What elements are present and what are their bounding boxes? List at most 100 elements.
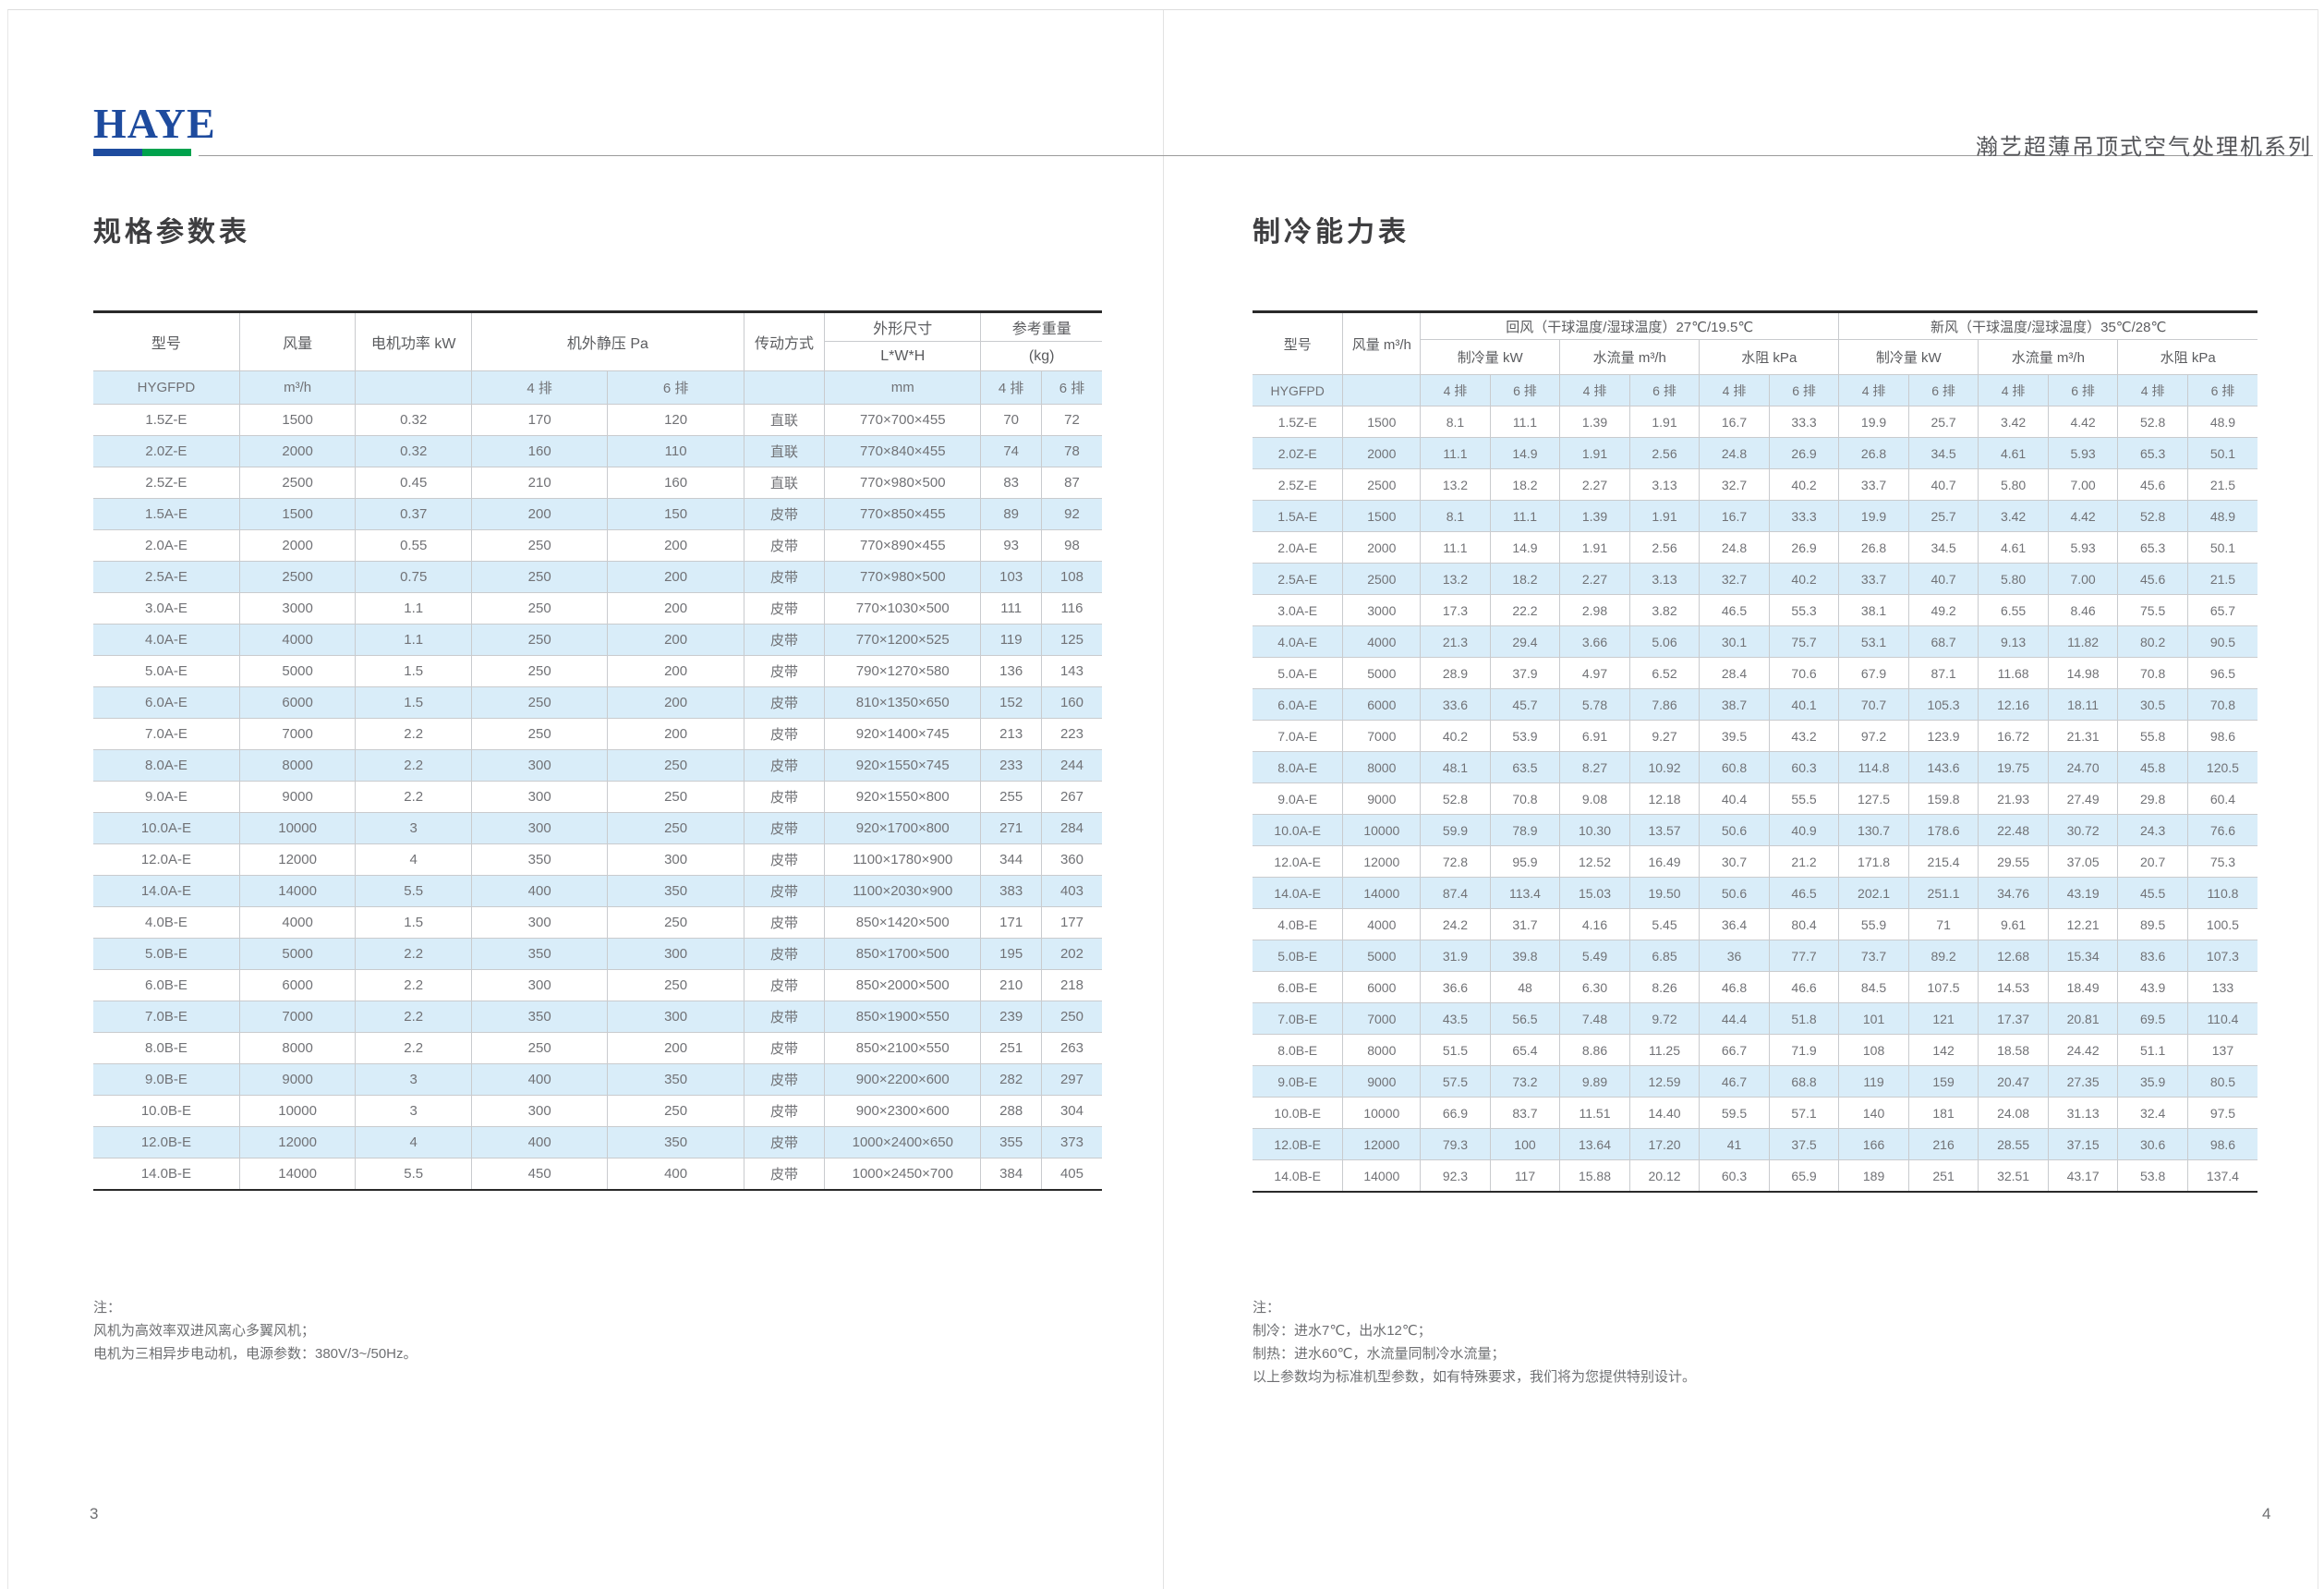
table-cell: 4.42	[2048, 500, 2119, 532]
table-cell: 3.82	[1629, 594, 1701, 626]
table-cell: 27.49	[2048, 782, 2119, 815]
table-cell: 250	[471, 1032, 609, 1064]
table-cell: 43.2	[1769, 720, 1840, 752]
table-cell: 111	[980, 592, 1042, 625]
table-cell: 5.0A-E	[1253, 657, 1344, 689]
table-cell: 皮带	[744, 592, 826, 625]
table-cell: 13.2	[1420, 563, 1491, 595]
table-cell: 45.8	[2117, 751, 2188, 783]
table-row: 2.0Z-E 2000 0.32 160 110 直联 770×840×455 74 78	[93, 435, 1102, 467]
table-cell: 8.46	[2048, 594, 2119, 626]
table-cell: 11.1	[1420, 437, 1491, 469]
table-cell: 1500	[1342, 500, 1422, 532]
table-cell: 2500	[239, 467, 357, 499]
unit-6rows: 6 排	[1490, 374, 1561, 406]
table-cell: 9.61	[1978, 908, 2049, 940]
table-cell: 0.75	[355, 561, 472, 593]
table-cell: 360	[1041, 843, 1102, 876]
table-cell: 32.7	[1699, 468, 1770, 501]
table-cell: 16.72	[1978, 720, 2049, 752]
table-cell: 19.9	[1838, 406, 1909, 438]
table-cell: 5000	[239, 938, 357, 970]
table-cell: 24.3	[2117, 814, 2188, 846]
table-cell: 178.6	[1908, 814, 1979, 846]
table-cell: 250	[607, 812, 744, 844]
table-cell: 202	[1041, 938, 1102, 970]
table-cell: 3000	[239, 592, 357, 625]
table-cell: 10.0A-E	[1253, 814, 1344, 846]
table-cell: 0.55	[355, 529, 472, 562]
table-cell: 5.78	[1559, 688, 1630, 721]
table-cell: 39.5	[1699, 720, 1770, 752]
table-cell: 40.9	[1769, 814, 1840, 846]
table-cell: 11.1	[1420, 531, 1491, 564]
table-cell: 51.8	[1769, 1002, 1840, 1035]
unit-6rows: 6 排	[1769, 374, 1840, 406]
unit-airflow: m³/h	[239, 370, 357, 405]
table-cell: 300	[471, 1095, 609, 1127]
table-cell: 40.4	[1699, 782, 1770, 815]
table-row: 9.0B-E 9000 57.5 73.2 9.89 12.59 46.7 68.8 119 15…	[1253, 1065, 2257, 1098]
table-cell: 皮带	[744, 686, 826, 719]
table-cell: 74	[980, 435, 1042, 467]
table-cell: 33.7	[1838, 563, 1909, 595]
table-cell: 51.1	[2117, 1034, 2188, 1066]
unit-4rows: 4 排	[471, 370, 609, 405]
table-cell: 3.0A-E	[1253, 594, 1344, 626]
table-cell: 152	[980, 686, 1042, 719]
table-cell: 97.5	[2187, 1097, 2257, 1129]
table-cell: 4.61	[1978, 531, 2049, 564]
spec-notes: 注： 风机为高效率双进风离心多翼风机； 电机为三相异步电动机，电源参数：380V/3…	[93, 1296, 418, 1365]
table-cell: 7000	[239, 718, 357, 750]
table-cell: 36.4	[1699, 908, 1770, 940]
table-cell: 250	[471, 655, 609, 687]
table-cell: 2.5A-E	[1253, 563, 1344, 595]
table-cell: 68.7	[1908, 625, 1979, 658]
table-row: 4.0A-E 4000 1.1 250 200 皮带 770×1200×525 119 125	[93, 624, 1102, 656]
table-cell: 9000	[239, 781, 357, 813]
table-cell: 9.0A-E	[1253, 782, 1344, 815]
table-cell: 18.49	[2048, 971, 2119, 1003]
table-row: 1.5Z-E 1500 0.32 170 120 直联 770×700×455 70 72	[93, 404, 1102, 436]
table-cell: 6.0B-E	[93, 969, 240, 1001]
table-cell: 19.50	[1629, 877, 1701, 909]
table-cell: 皮带	[744, 1001, 826, 1033]
table-cell: 14.0B-E	[1253, 1159, 1344, 1192]
table-cell: 45.5	[2117, 877, 2188, 909]
table-cell: 16.7	[1699, 406, 1770, 438]
table-cell: 12000	[1342, 845, 1422, 878]
table-cell: 29.8	[2117, 782, 2188, 815]
table-cell: 110	[607, 435, 744, 467]
table-cell: 1000×2450×700	[824, 1158, 982, 1190]
table-cell: 9.72	[1629, 1002, 1701, 1035]
table-cell: 3	[355, 1063, 472, 1096]
table-cell: 4000	[239, 906, 357, 939]
table-cell: 14.0A-E	[93, 875, 240, 907]
table-cell: 5000	[1342, 657, 1422, 689]
table-cell: 8.0A-E	[1253, 751, 1344, 783]
table-cell: 7.0B-E	[1253, 1002, 1344, 1035]
table-cell: 250	[607, 1095, 744, 1127]
table-cell: 70.8	[2117, 657, 2188, 689]
col-header-lwh: L*W*H	[824, 341, 982, 371]
table-row: 14.0B-E 14000 92.3 117 15.88 20.12 60.3 65.9 189…	[1253, 1159, 2257, 1192]
table-cell: 7000	[1342, 720, 1422, 752]
table-cell: 10.30	[1559, 814, 1630, 846]
table-row: 10.0A-E 10000 3 300 250 皮带 920×1700×800 271 284	[93, 812, 1102, 844]
table-cell: 2.27	[1559, 468, 1630, 501]
table-cell: 30.72	[2048, 814, 2119, 846]
table-cell: 6.0A-E	[1253, 688, 1344, 721]
table-cell: 50.6	[1699, 814, 1770, 846]
table-cell: 2.2	[355, 749, 472, 782]
table-cell: 直联	[744, 404, 826, 436]
table-cell: 46.5	[1699, 594, 1770, 626]
table-cell: 14.53	[1978, 971, 2049, 1003]
table-cell: 皮带	[744, 1032, 826, 1064]
table-cell: 250	[1041, 1001, 1102, 1033]
table-cell: 14000	[1342, 877, 1422, 909]
table-cell: 5.93	[2048, 531, 2119, 564]
table-cell: 皮带	[744, 624, 826, 656]
spec-parameters-table: 型号 风量 电机功率 kW 机外静压 Pa 传动方式 外形尺寸 参考重量 L*W…	[93, 310, 1102, 1191]
table-cell: 1.5Z-E	[1253, 406, 1344, 438]
note-line: 风机为高效率双进风离心多翼风机；	[93, 1323, 316, 1339]
